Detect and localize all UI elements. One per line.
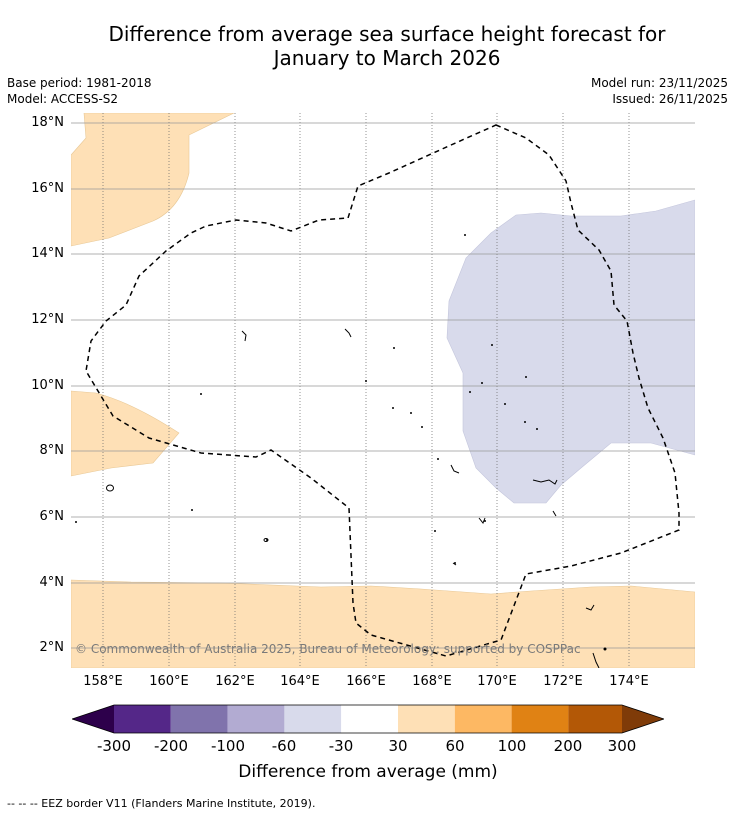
colorbar-extend-high [622,705,664,733]
island-1 [106,484,114,492]
lat-label-12n: 12°N [31,312,64,327]
island-dots [75,234,607,651]
island-7 [592,652,600,668]
island-dot-15 [525,376,527,378]
colorbar-segment-6 [398,705,455,733]
island-dot-10 [421,426,423,428]
lon-label-170e: 170°E [477,674,517,689]
base-period: Base period: 1981-2018 [7,76,152,90]
island-4 [450,464,460,474]
title-line-1: Difference from average sea surface heig… [108,22,666,46]
eez-legend-note: -- -- -- EEZ border V11 (Flanders Marine… [7,797,316,810]
island-dot-18 [536,428,538,430]
lat-label-18n: 18°N [31,115,64,130]
island-dot-9 [392,407,394,409]
lon-label-168e: 168°E [412,674,452,689]
lat-label-14n: 14°N [31,246,64,261]
lon-label-162e: 162°E [215,674,255,689]
colorbar-tick-m100: -100 [210,737,246,755]
colorbar-tick-m300: -300 [96,737,132,755]
colorbar-tick-300: 300 [607,737,637,755]
meta-right: Model run: 23/11/2025 Issued: 26/11/2025 [591,75,728,107]
lon-label-166e: 166°E [346,674,386,689]
island-10 [344,328,352,338]
lon-label-164e: 164°E [280,674,320,689]
island-dot-12 [434,530,436,532]
island-5 [478,517,486,524]
island-dot-11 [437,458,439,460]
anomaly-area-south [71,579,695,668]
island-dot-5 [491,344,493,346]
lat-label-6n: 6°N [39,509,65,524]
island-dot-1 [200,393,202,395]
colorbar-tick-100: 100 [497,737,527,755]
colorbar-label: Difference from average (mm) [238,762,498,782]
colorbar-tick-m30: -30 [328,737,354,755]
issued-date: Issued: 26/11/2025 [612,92,728,106]
island-dot-22 [266,539,268,541]
island-dot-17 [524,421,526,423]
colorbar-segment-4 [284,705,342,733]
lat-label-8n: 8°N [39,443,65,458]
lon-label-158e: 158°E [83,674,123,689]
lon-label-160e: 160°E [149,674,189,689]
island-dot-21 [603,647,607,651]
colorbar-segment-8 [511,705,569,733]
island-8 [452,562,457,566]
colorbar-tick-m60: -60 [271,737,297,755]
island-9 [241,330,247,342]
lon-label-174e: 174°E [609,674,649,689]
map-title: Difference from average sea surface heig… [40,22,734,70]
map-panel [71,113,695,668]
colorbar-outline [72,704,664,734]
anomaly-area-east [446,199,695,504]
island-dot-14 [481,382,483,384]
colorbar-extend-low [72,705,114,733]
anomaly-area-west [71,390,180,477]
meta-left: Base period: 1981-2018 Model: ACCESS-S2 [7,75,152,107]
lat-label-16n: 16°N [31,181,64,196]
island-dot-4 [393,347,395,349]
island-dot-13 [469,391,471,393]
island-dot-2 [75,521,77,523]
colorbar-segment-9 [568,705,622,733]
map-svg [71,113,695,668]
colorbar-segment-5 [341,705,398,733]
colorbar-tick-60: 60 [445,737,465,755]
anomaly-area-north-west [71,113,235,247]
copyright-notice: © Commonwealth of Australia 2025, Bureau… [75,642,581,656]
island-dot-3 [191,509,193,511]
lat-label-2n: 2°N [39,640,65,655]
colorbar-segment-3 [227,705,285,733]
island-dot-20 [484,520,486,522]
colorbar-segment-1 [114,705,171,733]
colorbar-tick-30: 30 [388,737,408,755]
model-run: Model run: 23/11/2025 [590,76,728,90]
island-dot-16 [504,403,506,405]
lat-label-4n: 4°N [39,575,65,590]
island-dot-6 [464,234,466,236]
colorbar-tick-200: 200 [553,737,583,755]
colorbar [72,704,664,734]
lat-label-10n: 10°N [31,378,64,393]
island-dot-7 [365,380,367,382]
title-line-2: January to March 2026 [273,46,501,70]
model-name: Model: ACCESS-S2 [7,92,119,106]
island-6 [585,604,595,611]
colorbar-segment-7 [454,705,512,733]
island-3 [532,479,558,485]
colorbar-segment-2 [170,705,228,733]
lon-label-172e: 172°E [543,674,583,689]
island-dot-8 [410,412,412,414]
colorbar-tick-m200: -200 [153,737,189,755]
graticule [102,113,630,668]
island-11 [552,510,557,517]
parallels [71,122,695,649]
island-dot-19 [454,562,456,564]
